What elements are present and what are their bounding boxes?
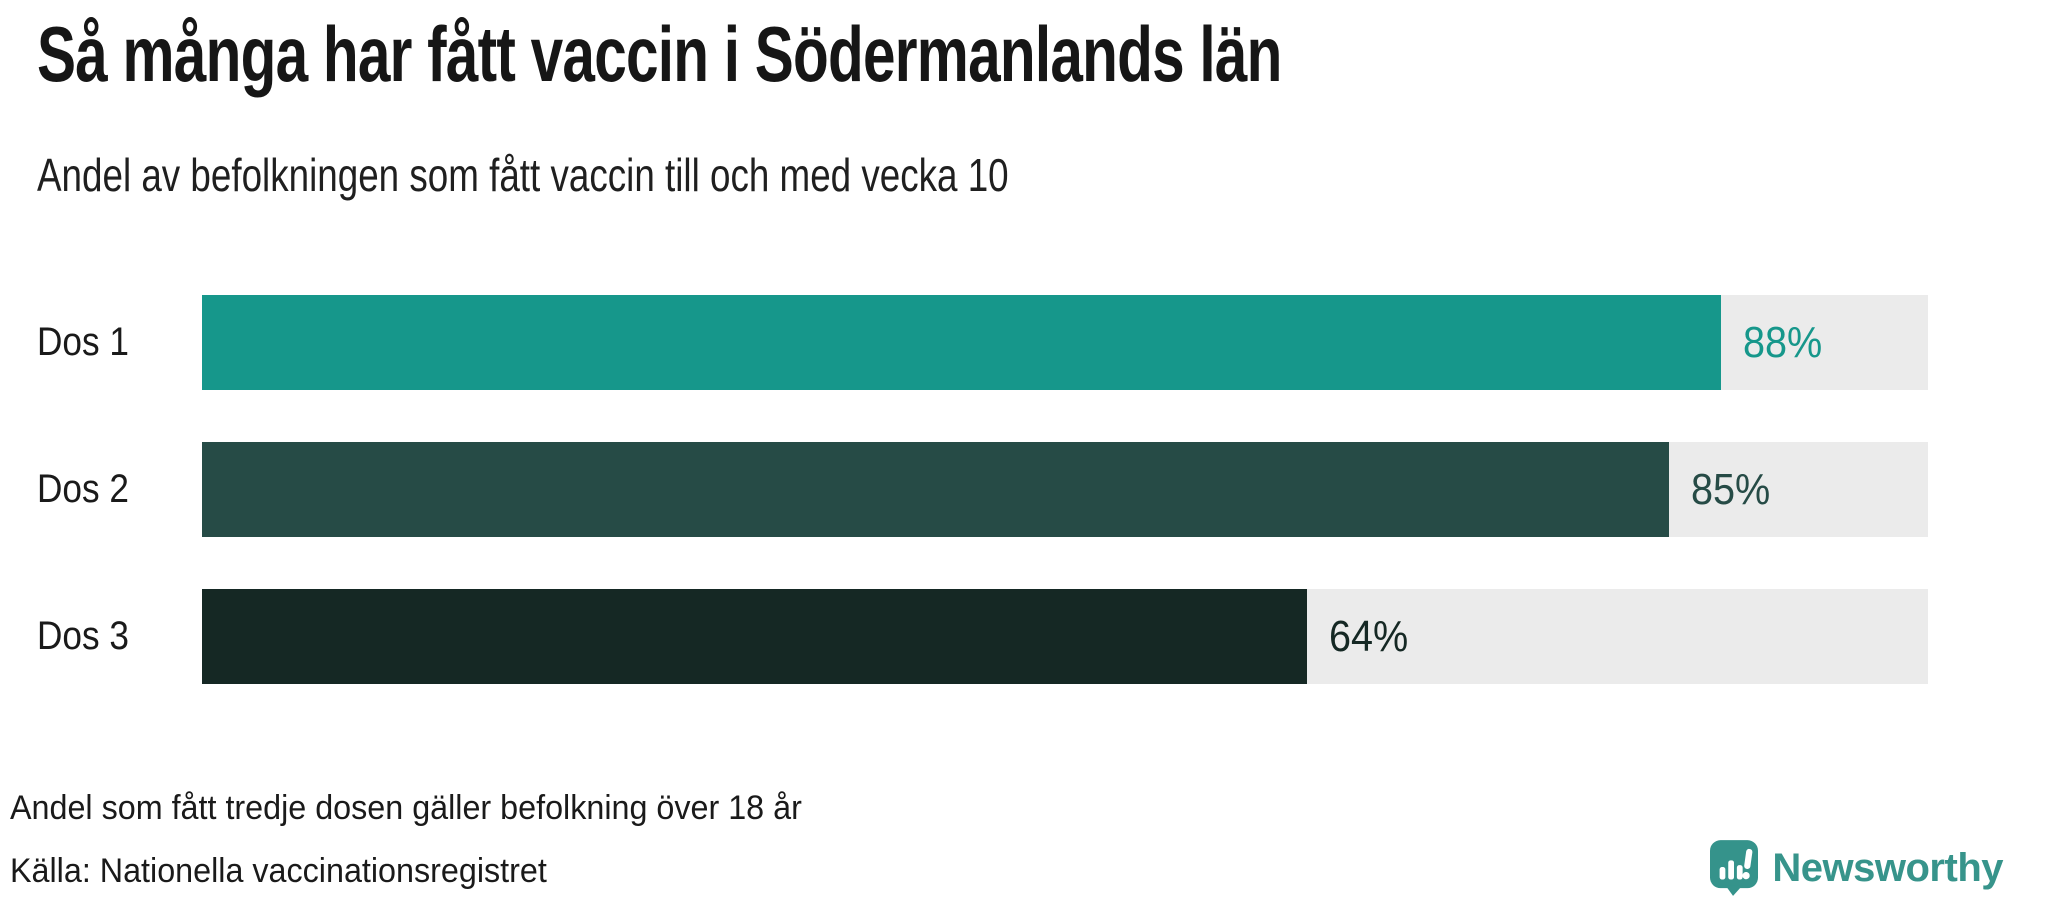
bar-track: 85%: [202, 442, 1928, 537]
value-label: 88%: [1742, 317, 1823, 367]
chart-row: Dos 3 64%: [37, 589, 1928, 684]
category-label: Dos 1: [37, 320, 129, 364]
chart-row: Dos 1 88%: [37, 295, 1928, 390]
bar: [202, 442, 1670, 537]
bar-chart: Dos 1 88% Dos 2 85% Dos 3 64%: [37, 295, 1928, 684]
logo-bubble-tail: [1725, 885, 1744, 896]
bar-track: 64%: [202, 589, 1928, 684]
bar: [202, 295, 1721, 390]
value-label: 85%: [1691, 464, 1771, 514]
bar: [202, 589, 1307, 684]
chart-footnote: Andel som fått tredje dosen gäller befol…: [10, 789, 802, 827]
bar-track: 88%: [202, 295, 1928, 390]
brand-name: Newsworthy: [1772, 845, 2003, 890]
category-label: Dos 2: [37, 467, 129, 511]
source-credit: Källa: Nationella vaccinationsregistret: [10, 852, 547, 890]
category-label: Dos 3: [37, 614, 129, 658]
chart-row: Dos 2 85%: [37, 442, 1928, 537]
speech-bubble-bar-chart-icon: [1710, 840, 1759, 896]
chart-subtitle: Andel av befolkningen som fått vaccin ti…: [37, 149, 1009, 201]
page-title: Så många har fått vaccin i Södermanlands…: [37, 10, 1282, 98]
newsworthy-logo: Newsworthy: [1710, 840, 2003, 896]
value-label: 64%: [1328, 611, 1408, 661]
